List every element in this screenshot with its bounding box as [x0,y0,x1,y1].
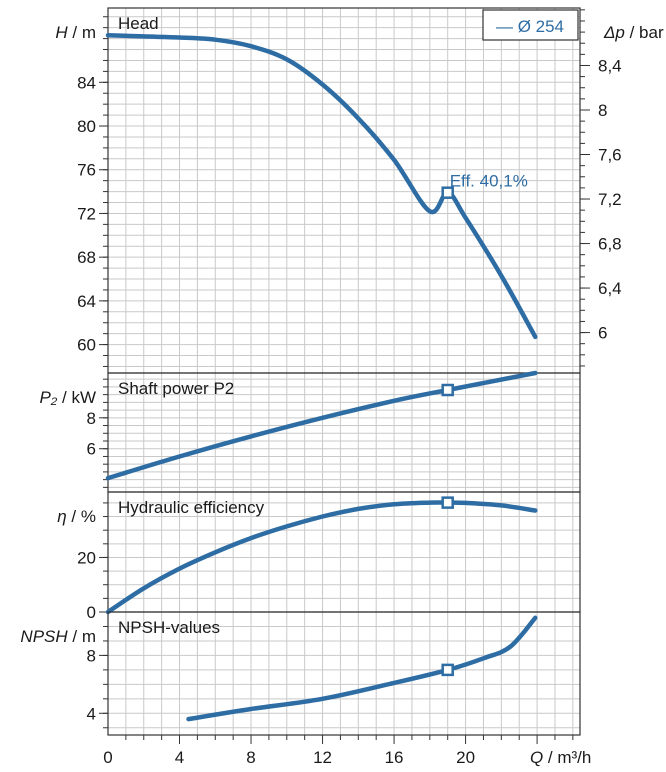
x-tick-label: 12 [313,748,332,767]
y-axis-label: η / % [57,507,96,526]
y-tick-label: 64 [77,292,96,311]
operating-point-marker [441,383,454,397]
right-tick-label: 7,2 [598,190,622,209]
right-tick-label: 6,4 [598,279,622,298]
x-tick-label: 20 [456,748,475,767]
panel-title: Hydraulic efficiency [118,498,265,517]
panel-frame [107,611,581,736]
panel-title: Head [118,14,159,33]
legend-box [482,9,579,41]
operating-point-marker [441,496,454,509]
y-tick-label: 84 [77,73,96,92]
y-tick-label: 8 [87,646,96,665]
right-axis-label: Δp / bar [603,23,664,42]
y-tick-label: 20 [77,548,96,567]
legend-label: — Ø 254 [496,17,564,36]
y-axis-label: P₂ / kW [39,388,96,407]
y-tick-label: 6 [87,440,96,459]
y-tick-label: 68 [77,248,96,267]
x-tick-label: 16 [385,748,404,767]
hydraulic-efficiency-curve [105,500,538,615]
x-axis-label: Q / m³/h [530,748,591,767]
operating-point-label: Eff. 40,1% [450,172,528,191]
npsh-curve [186,615,538,722]
x-tick-label: 4 [175,748,184,767]
x-tick-label: 8 [246,748,255,767]
y-tick-label: 8 [87,409,96,428]
operating-point-marker [441,186,454,199]
x-tick-label: 0 [103,748,112,767]
panel-title: Shaft power P2 [118,379,234,398]
right-tick-label: 6 [598,324,607,343]
operating-point-marker [441,663,454,677]
head-curve [105,33,538,340]
y-tick-label: 80 [77,117,96,136]
y-axis-label: H / m [55,23,96,42]
right-tick-label: 6,8 [598,235,622,254]
y-tick-label: 0 [87,603,96,622]
y-tick-label: 60 [77,336,96,355]
y-tick-label: 4 [87,704,96,723]
panel-title: NPSH-values [118,618,220,637]
right-tick-label: 8 [598,101,607,120]
y-tick-label: 72 [77,204,96,223]
right-tick-label: 8,4 [598,56,622,75]
y-tick-label: 76 [77,161,96,180]
y-axis-label: NPSH / m [20,627,96,646]
right-tick-label: 7,6 [598,146,622,165]
